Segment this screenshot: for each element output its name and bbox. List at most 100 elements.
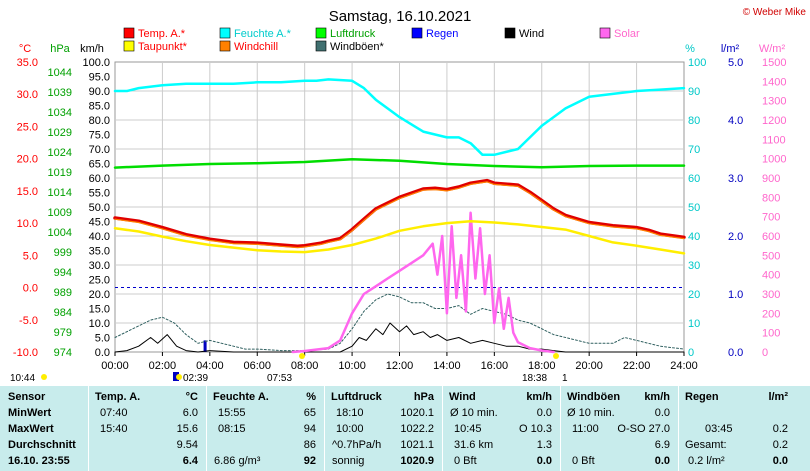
press-min-time: 18:10 xyxy=(336,407,364,419)
tick-wind-15: 25.0 xyxy=(89,275,110,287)
rain-current: 0.0 xyxy=(772,455,788,467)
hum-min: 65 xyxy=(303,407,316,419)
x-tick-11: 22:00 xyxy=(623,360,651,372)
legend-swatch-8 xyxy=(315,40,327,52)
tick-rain-3: 2.0 xyxy=(728,231,743,243)
wind-avg-label: 31.6 km xyxy=(454,439,494,451)
rain-avg: 0.2 xyxy=(772,439,788,451)
tick-solar-5: 1000 xyxy=(762,154,786,166)
tick-pressure-4: 1024 xyxy=(48,147,72,159)
gust-max: O-SO 27.0 xyxy=(617,423,670,435)
tick-solar-4: 1100 xyxy=(762,134,786,146)
wind-min: 0.0 xyxy=(536,407,552,419)
gust-current: 0.0 xyxy=(654,455,670,467)
tick-wind-14: 30.0 xyxy=(89,260,110,272)
press-current: 1020.9 xyxy=(400,455,434,467)
tick-pressure-3: 1029 xyxy=(48,127,72,139)
x-tick-2: 04:00 xyxy=(196,360,224,372)
tick-humidity-8: 20 xyxy=(688,289,700,301)
weather-chart: Samstag, 16.10.2021 © Weber Mike Temp. A… xyxy=(10,7,806,384)
temp-min: 6.0 xyxy=(182,407,198,419)
wind-current-label: 0 Bft xyxy=(454,455,477,467)
temp-avg: 9.54 xyxy=(176,439,198,451)
x-tick-7: 14:00 xyxy=(433,360,461,372)
wind-max-time: 10:45 xyxy=(454,423,482,435)
tick-temp-4: 15.0 xyxy=(17,186,38,198)
tick-wind-18: 10.0 xyxy=(89,318,110,330)
rain-bar-0 xyxy=(203,340,207,352)
series-windchill xyxy=(114,181,685,249)
header-temp: Temp. A. xyxy=(95,391,141,403)
temp-current: 6.4 xyxy=(182,455,198,467)
header-pressure-unit: hPa xyxy=(413,391,434,403)
chart-legend: Temp. A.* Feuchte A.* Luftdruck Regen Wind So… xyxy=(123,27,640,53)
series-taupunkt xyxy=(113,219,686,255)
temp-min-time: 07:40 xyxy=(100,407,128,419)
header-temp-unit: °C xyxy=(185,391,198,403)
tick-temp-1: 30.0 xyxy=(17,89,38,101)
axis-unit-temp: °C xyxy=(19,43,31,55)
legend-swatch-1 xyxy=(219,27,231,39)
rain-max: 0.2 xyxy=(772,423,788,435)
header-rain-unit: l/m² xyxy=(768,391,788,403)
tick-wind-4: 80.0 xyxy=(89,115,110,127)
tick-solar-2: 1300 xyxy=(762,96,786,108)
press-max: 1022.2 xyxy=(400,423,434,435)
stats-table: Sensor Temp. A. °C Feuchte A. % Luftdruc… xyxy=(0,386,810,471)
tick-wind-1: 95.0 xyxy=(89,72,110,84)
axis-unit-rain: l/m² xyxy=(721,43,740,55)
wind-current: 0.0 xyxy=(536,455,552,467)
sunrise-label: 07:53 xyxy=(267,373,292,384)
press-avg-label: ^0.7hPa/h xyxy=(332,439,382,451)
gust-max-time: 11:00 xyxy=(572,423,599,435)
left-sun-dot xyxy=(41,374,47,380)
header-humidity: Feuchte A. xyxy=(213,391,269,403)
legend-swatch-7 xyxy=(219,40,231,52)
tick-temp-8: -5.0 xyxy=(19,315,38,327)
tick-temp-9: -10.0 xyxy=(13,347,38,359)
moon-marker xyxy=(173,372,179,381)
axis-unit-wind: km/h xyxy=(80,43,104,55)
hum-avg: 86 xyxy=(303,439,316,451)
legend-label-2: Luftdruck xyxy=(330,28,376,40)
tick-solar-1: 1400 xyxy=(762,76,786,88)
legend-label-7: Windchill xyxy=(234,41,278,53)
tick-humidity-10: 0 xyxy=(688,347,694,359)
legend-label-0: Temp. A.* xyxy=(138,28,186,40)
hum-max: 94 xyxy=(303,423,316,435)
temp-max-time: 15:40 xyxy=(100,423,128,435)
tick-humidity-0: 100 xyxy=(688,57,706,69)
moon-dot xyxy=(176,374,182,380)
tick-temp-5: 10.0 xyxy=(17,218,38,230)
tick-solar-14: 100 xyxy=(762,328,780,340)
tick-humidity-9: 10 xyxy=(688,318,700,330)
series-luftdruck xyxy=(113,157,686,169)
tick-rain-0: 5.0 xyxy=(728,57,743,69)
series-temp-a xyxy=(113,178,686,249)
tick-pressure-0: 1044 xyxy=(48,67,72,79)
header-humidity-unit: % xyxy=(306,391,316,403)
wind-max: O 10.3 xyxy=(518,423,552,435)
sun-markers: 10:44 02:39 07:53 18:38 1 xyxy=(10,353,568,384)
tick-humidity-6: 40 xyxy=(688,231,700,243)
header-sensor: Sensor xyxy=(8,391,46,403)
header-wind: Wind xyxy=(449,391,476,403)
left-marker-label: 02:39 xyxy=(183,373,208,384)
tick-wind-12: 40.0 xyxy=(89,231,110,243)
legend-label-3: Regen xyxy=(426,28,458,40)
tick-humidity-1: 90 xyxy=(688,86,700,98)
wind-min-label: Ø 10 min. xyxy=(450,407,498,419)
temp-max: 15.6 xyxy=(176,423,198,435)
row-label-current: 16.10. 23:55 xyxy=(8,455,70,467)
tick-wind-20: 0.0 xyxy=(95,347,110,359)
tick-humidity-2: 80 xyxy=(688,115,700,127)
tick-wind-16: 20.0 xyxy=(89,289,110,301)
header-gust-unit: km/h xyxy=(644,391,670,403)
tick-wind-5: 75.0 xyxy=(89,130,110,142)
rain-current-label: 0.2 l/m² xyxy=(688,455,725,467)
tick-pressure-13: 979 xyxy=(54,327,72,339)
wind-avg: 1.3 xyxy=(536,439,552,451)
hum-current: 92 xyxy=(303,455,316,467)
gust-current-label: 0 Bft xyxy=(572,455,595,467)
legend-swatch-0 xyxy=(123,27,135,39)
